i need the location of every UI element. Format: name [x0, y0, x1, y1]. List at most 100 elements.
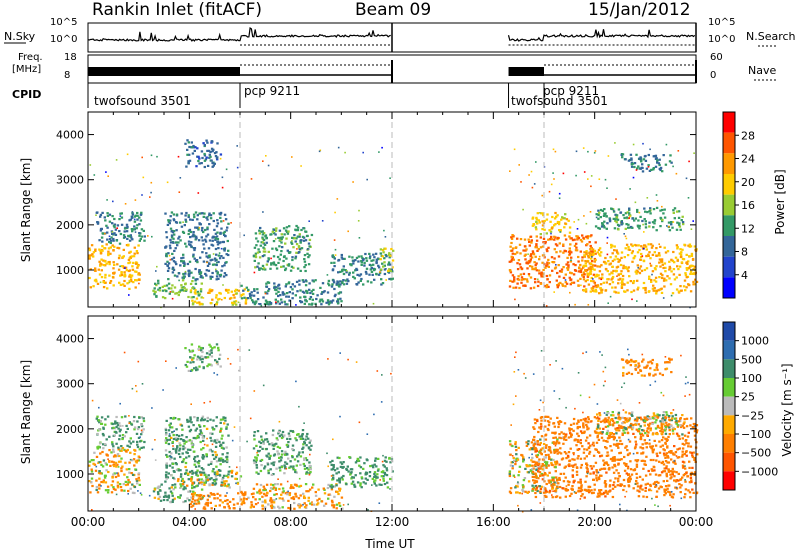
data-cell [611, 459, 614, 462]
data-cell [653, 482, 656, 485]
data-cell [533, 442, 536, 446]
data-cell [109, 239, 113, 242]
data-cell [171, 290, 175, 293]
data-cell [644, 226, 648, 229]
data-cell [608, 423, 611, 426]
data-cell [593, 152, 596, 154]
data-cell [375, 476, 378, 479]
data-cell [216, 156, 219, 158]
data-cell [113, 454, 117, 457]
data-cell [189, 416, 192, 419]
data-cell [311, 486, 314, 489]
data-cell [211, 244, 215, 247]
data-cell [209, 214, 213, 217]
data-cell [211, 450, 214, 453]
data-cell [172, 416, 176, 419]
data-cell [537, 278, 539, 281]
data-cell [128, 269, 132, 272]
data-cell [120, 416, 124, 419]
data-cell [216, 219, 219, 222]
data-cell [652, 167, 655, 170]
data-cell [184, 220, 188, 223]
data-cell [591, 250, 595, 253]
data-cell [554, 223, 557, 226]
data-cell [309, 471, 312, 474]
data-cell [282, 499, 285, 502]
data-cell [208, 256, 211, 259]
data-cell [133, 491, 136, 495]
data-cell [538, 426, 541, 429]
data-cell [660, 471, 664, 474]
data-cell [292, 266, 295, 269]
data-cell [186, 420, 189, 423]
data-cell [210, 439, 213, 442]
data-cell [250, 178, 253, 180]
data-cell [128, 471, 131, 474]
noise-tick-high-right: 10^5 [708, 17, 736, 28]
data-cell [108, 460, 111, 463]
data-cell [339, 280, 342, 283]
data-cell [391, 270, 394, 273]
data-cell [212, 212, 215, 215]
y-tick-label: 1000 [56, 264, 84, 277]
data-cell [239, 475, 243, 478]
data-cell [541, 447, 544, 450]
data-cell [173, 233, 176, 236]
data-cell [620, 153, 623, 156]
data-cell [626, 268, 629, 271]
data-cell [612, 433, 615, 436]
data-cell [583, 289, 586, 292]
data-cell [197, 436, 200, 439]
data-cell [586, 272, 589, 275]
data-cell [253, 246, 257, 249]
data-cell [511, 247, 515, 250]
data-cell [359, 273, 363, 276]
data-cell [573, 221, 575, 223]
data-cell [598, 227, 601, 230]
data-cell [606, 222, 609, 225]
data-cell [592, 273, 596, 276]
data-cell [198, 157, 201, 160]
data-cell [98, 428, 101, 431]
data-cell [208, 254, 211, 257]
data-cell [172, 241, 175, 244]
data-cell [535, 239, 539, 242]
data-cell [643, 268, 647, 272]
data-cell [518, 286, 521, 290]
data-cell [276, 300, 280, 303]
data-cell [136, 214, 139, 217]
data-cell [277, 430, 281, 434]
data-cell [292, 497, 296, 501]
data-cell [562, 244, 565, 247]
data-cell [591, 289, 595, 292]
data-cell [190, 241, 193, 244]
data-cell [267, 472, 270, 475]
data-cell [534, 488, 537, 491]
data-cell [124, 461, 127, 464]
data-cell [516, 482, 520, 485]
data-cell [159, 489, 162, 492]
data-cell [200, 483, 204, 486]
data-cell [683, 418, 686, 421]
data-cell [613, 458, 616, 461]
data-cell [668, 160, 672, 163]
data-cell [308, 254, 311, 257]
data-cell [196, 469, 199, 472]
data-cell [308, 303, 311, 306]
data-cell [533, 460, 536, 463]
data-cell [583, 285, 586, 288]
data-cell [130, 423, 134, 426]
data-cell [670, 258, 673, 261]
data-cell [140, 433, 143, 436]
data-cell [608, 434, 611, 438]
data-cell [545, 218, 549, 221]
data-cell [590, 234, 593, 237]
data-cell [383, 261, 386, 264]
data-cell [236, 166, 239, 169]
data-cell [195, 427, 199, 430]
data-cell [261, 447, 264, 450]
data-cell [681, 453, 684, 456]
data-cell [380, 470, 384, 474]
data-cell [130, 228, 134, 231]
data-cell [572, 429, 575, 432]
